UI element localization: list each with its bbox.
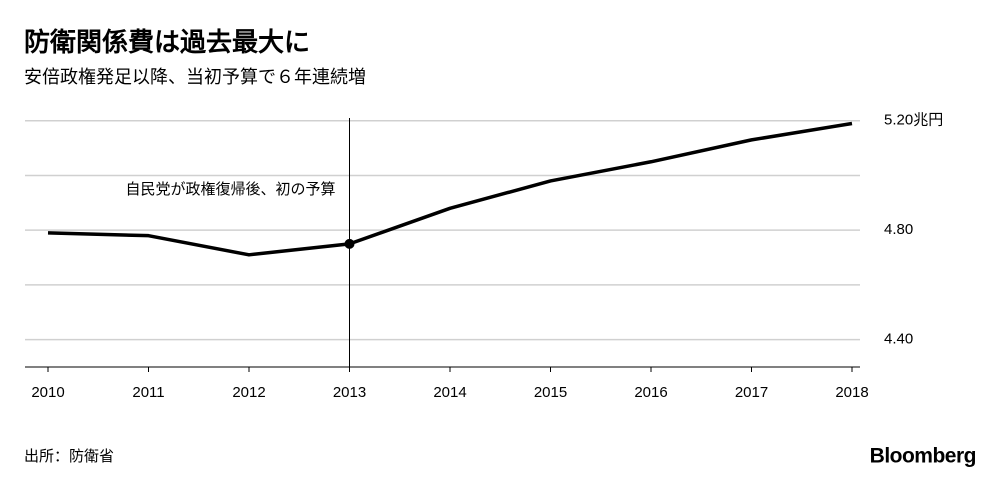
chart-title: 防衛関係費は過去最大に xyxy=(24,27,310,57)
line xyxy=(47,121,853,257)
x-tick-label: 2017 xyxy=(735,384,768,401)
highlight-dot xyxy=(344,238,355,249)
chart-subtitle: 安倍政権発足以降、当初予算で６年連続増 xyxy=(24,67,366,87)
source: 出所：防衛省 xyxy=(24,448,114,465)
x-tick-label: 2018 xyxy=(835,384,868,401)
x-tick-label: 2010 xyxy=(31,384,64,401)
y-tick-label: 5.20兆円 xyxy=(884,112,943,129)
x-tick-label: 2011 xyxy=(132,384,164,401)
x-tick-label: 2012 xyxy=(232,384,265,401)
annotation: 自民党が政権復帰後、初の予算 xyxy=(125,180,335,198)
x-tick-label: 2015 xyxy=(534,384,567,401)
x-tick-label: 2014 xyxy=(433,384,466,401)
x-tick-label: 2013 xyxy=(333,384,366,401)
brand: Bloomberg xyxy=(870,445,976,468)
y-tick-label: 4.80 xyxy=(884,221,913,238)
y-tick-label: 4.40 xyxy=(884,331,913,348)
x-tick-label: 2016 xyxy=(634,384,667,401)
